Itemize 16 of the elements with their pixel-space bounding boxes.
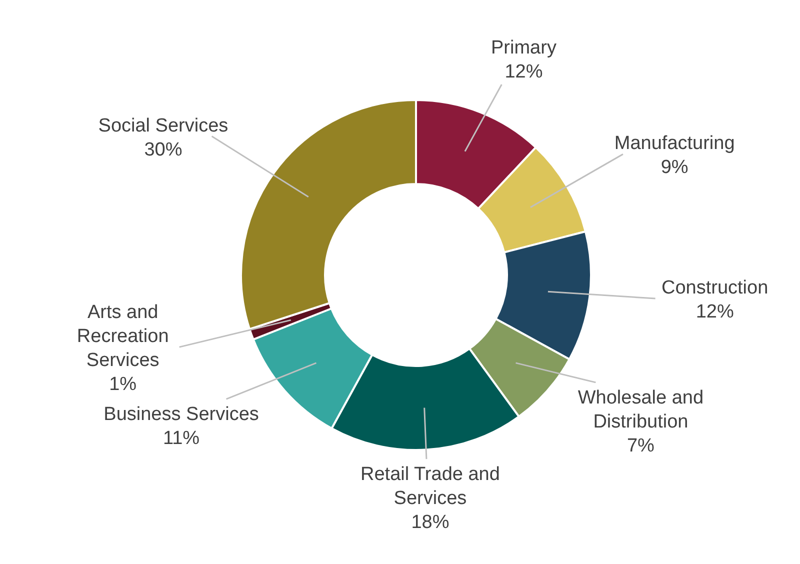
slice-label: Primary <box>491 37 557 58</box>
data-label: 11% <box>162 428 200 450</box>
data-label: 12% <box>696 302 734 323</box>
slice-label: Manufacturing <box>614 133 735 154</box>
slice-label: Retail Trade and Services <box>360 464 500 510</box>
slice-label: Wholesale and Distribution <box>578 387 704 432</box>
data-label: 7% <box>626 435 655 456</box>
data-label: 18% <box>411 512 450 534</box>
slice-label: Social Services <box>98 115 228 136</box>
data-label: 1% <box>109 374 137 396</box>
data-label: 12% <box>504 61 543 82</box>
data-label: 30% <box>144 139 182 160</box>
slice-label: Construction <box>662 278 768 299</box>
data-label: 9% <box>660 157 688 178</box>
slice-label: Arts and Recreation Services <box>76 302 169 372</box>
slice-label: Business Services <box>104 404 259 426</box>
